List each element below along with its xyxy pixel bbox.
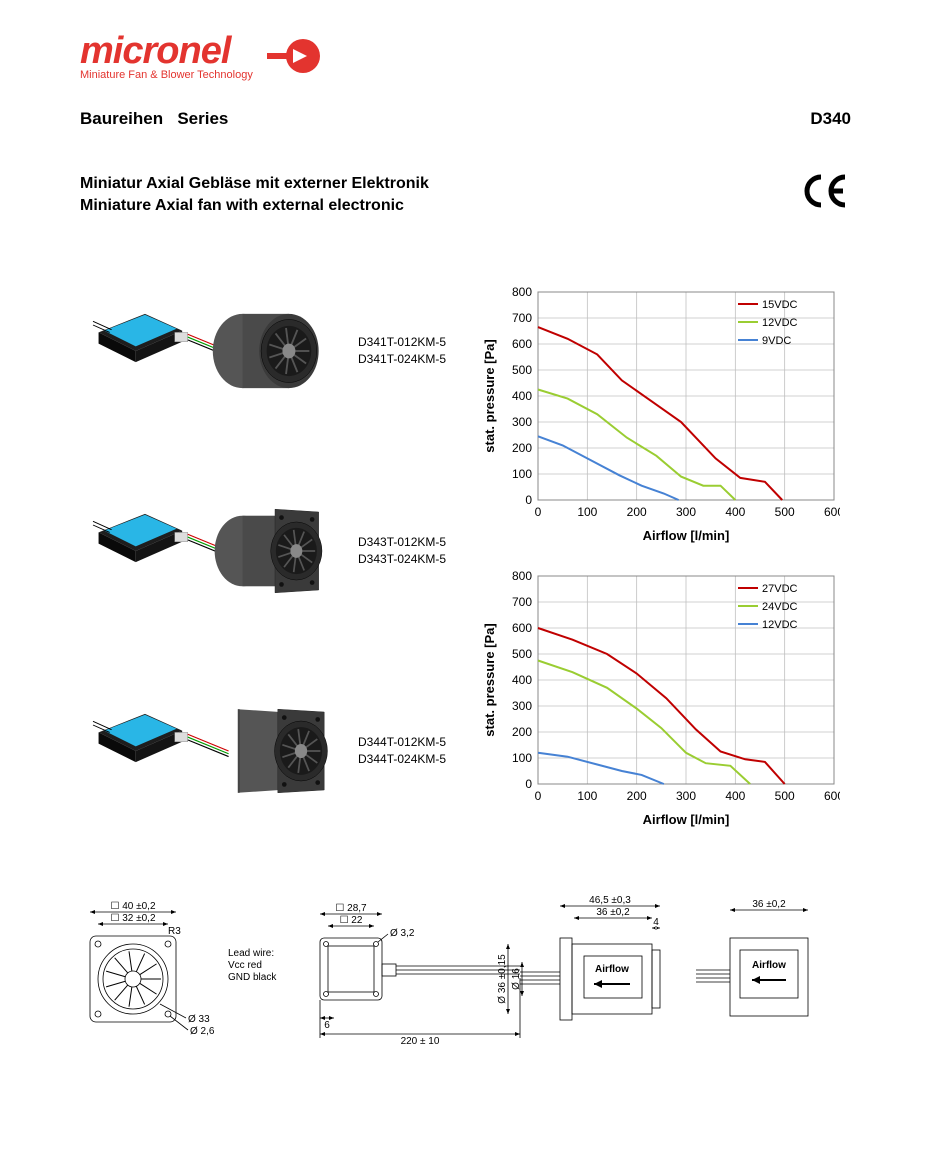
svg-text:200: 200 xyxy=(627,505,647,519)
product-column: D341T-012KM-5D341T-024KM-5 D343T-012KM-5… xyxy=(80,286,460,886)
svg-text:100: 100 xyxy=(512,467,532,481)
model-number: D340 xyxy=(810,109,851,129)
series-de: Baureihen xyxy=(80,109,163,128)
svg-text:Ø 16: Ø 16 xyxy=(511,968,522,990)
tech-drawings: ☐ 40 ±0,2 ☐ 32 ±0,2 R3 Ø 33 Ø 2,6 Lead w… xyxy=(80,896,851,1076)
svg-text:☐ 40 ±0,2: ☐ 40 ±0,2 xyxy=(110,901,155,912)
logo-mark-icon xyxy=(265,35,321,77)
svg-text:700: 700 xyxy=(512,595,532,609)
svg-text:400: 400 xyxy=(725,505,745,519)
product-label: D341T-012KM-5 xyxy=(358,334,446,351)
svg-text:600: 600 xyxy=(512,337,532,351)
svg-text:100: 100 xyxy=(577,505,597,519)
svg-text:0: 0 xyxy=(525,777,532,791)
series-en: Series xyxy=(177,109,228,128)
svg-text:Airflow [l/min]: Airflow [l/min] xyxy=(643,812,730,827)
svg-text:R3: R3 xyxy=(168,926,181,937)
product-label: D344T-012KM-5 xyxy=(358,734,446,751)
svg-text:0: 0 xyxy=(535,789,542,803)
svg-text:Airflow [l/min]: Airflow [l/min] xyxy=(643,528,730,543)
svg-text:100: 100 xyxy=(512,751,532,765)
subtitle: Miniatur Axial Gebläse mit externer Elek… xyxy=(80,173,429,216)
svg-text:0: 0 xyxy=(525,493,532,507)
svg-text:500: 500 xyxy=(775,505,795,519)
subtitle-en: Miniature Axial fan with external electr… xyxy=(80,195,429,217)
ce-mark-icon xyxy=(801,173,851,209)
svg-text:300: 300 xyxy=(512,415,532,429)
product-label: D344T-024KM-5 xyxy=(358,751,446,768)
product-label: D343T-024KM-5 xyxy=(358,551,446,568)
svg-text:500: 500 xyxy=(512,363,532,377)
chart-column: 0 100 200 300 400 500 600 0 100 200 300 400 500 600 70… xyxy=(480,286,851,886)
svg-text:600: 600 xyxy=(824,505,840,519)
svg-text:Airflow: Airflow xyxy=(752,960,786,971)
product-2: D343T-012KM-5D343T-024KM-5 xyxy=(80,486,460,616)
svg-text:200: 200 xyxy=(627,789,647,803)
svg-text:200: 200 xyxy=(512,725,532,739)
svg-text:GND black: GND black xyxy=(228,972,277,983)
brand-block: micronel Miniature Fan & Blower Technolo… xyxy=(80,30,253,81)
svg-text:220 ± 10: 220 ± 10 xyxy=(401,1036,440,1047)
svg-text:500: 500 xyxy=(775,789,795,803)
product-label: D343T-012KM-5 xyxy=(358,534,446,551)
svg-text:36 ±0,2: 36 ±0,2 xyxy=(596,907,630,918)
product-labels: D341T-012KM-5D341T-024KM-5 xyxy=(358,334,446,368)
subtitle-de: Miniatur Axial Gebläse mit externer Elek… xyxy=(80,173,429,195)
svg-text:800: 800 xyxy=(512,286,532,299)
svg-text:9VDC: 9VDC xyxy=(762,335,791,347)
svg-text:Ø 36 ±0,15: Ø 36 ±0,15 xyxy=(497,954,508,1004)
svg-text:600: 600 xyxy=(512,621,532,635)
svg-text:☐ 32 ±0,2: ☐ 32 ±0,2 xyxy=(110,913,155,924)
svg-text:700: 700 xyxy=(512,311,532,325)
product-3: D344T-012KM-5D344T-024KM-5 xyxy=(80,686,460,816)
svg-text:200: 200 xyxy=(512,441,532,455)
svg-text:24VDC: 24VDC xyxy=(762,601,798,613)
series-label: Baureihen Series xyxy=(80,109,228,129)
svg-text:400: 400 xyxy=(512,673,532,687)
svg-text:☐ 22: ☐ 22 xyxy=(340,915,363,926)
svg-text:100: 100 xyxy=(577,789,597,803)
product-label: D341T-024KM-5 xyxy=(358,351,446,368)
tech-svg: ☐ 40 ±0,2 ☐ 32 ±0,2 R3 Ø 33 Ø 2,6 Lead w… xyxy=(80,896,851,1076)
svg-text:800: 800 xyxy=(512,570,532,583)
svg-text:27VDC: 27VDC xyxy=(762,583,798,595)
brand-tagline: Miniature Fan & Blower Technology xyxy=(80,69,253,81)
svg-text:46,5 ±0,3: 46,5 ±0,3 xyxy=(589,896,631,906)
svg-text:600: 600 xyxy=(824,789,840,803)
chart-2: 0 100 200 300 400 500 600 0 100 200 300 400 500 600 70… xyxy=(480,570,851,830)
product-1: D341T-012KM-5D341T-024KM-5 xyxy=(80,286,460,416)
svg-text:12VDC: 12VDC xyxy=(762,317,798,329)
svg-text:36 ±0,2: 36 ±0,2 xyxy=(752,899,786,910)
svg-text:300: 300 xyxy=(512,699,532,713)
svg-text:15VDC: 15VDC xyxy=(762,299,798,311)
subtitle-row: Miniatur Axial Gebläse mit externer Elek… xyxy=(80,173,851,216)
svg-text:6: 6 xyxy=(324,1020,330,1031)
svg-text:400: 400 xyxy=(512,389,532,403)
svg-text:0: 0 xyxy=(535,505,542,519)
series-header: Baureihen Series D340 xyxy=(80,109,851,129)
product-labels: D343T-012KM-5D343T-024KM-5 xyxy=(358,534,446,568)
chart-1: 0 100 200 300 400 500 600 0 100 200 300 400 500 600 70… xyxy=(480,286,851,546)
body: D341T-012KM-5D341T-024KM-5 D343T-012KM-5… xyxy=(80,286,851,886)
datasheet-page: micronel Miniature Fan & Blower Technolo… xyxy=(0,0,931,1096)
svg-text:stat. pressure [Pa]: stat. pressure [Pa] xyxy=(482,339,497,452)
svg-text:Lead wire:: Lead wire: xyxy=(228,948,274,959)
product-labels: D344T-012KM-5D344T-024KM-5 xyxy=(358,734,446,768)
logo: micronel Miniature Fan & Blower Technolo… xyxy=(80,30,851,81)
svg-text:stat. pressure [Pa]: stat. pressure [Pa] xyxy=(482,623,497,736)
svg-text:Ø 33: Ø 33 xyxy=(188,1014,210,1025)
svg-text:Ø 3,2: Ø 3,2 xyxy=(390,928,415,939)
svg-text:300: 300 xyxy=(676,789,696,803)
svg-text:500: 500 xyxy=(512,647,532,661)
svg-text:☐ 28,7: ☐ 28,7 xyxy=(335,903,367,914)
svg-text:Vcc red: Vcc red xyxy=(228,960,262,971)
brand-name: micronel xyxy=(80,30,253,73)
svg-text:300: 300 xyxy=(676,505,696,519)
svg-text:Airflow: Airflow xyxy=(595,964,629,975)
svg-text:400: 400 xyxy=(725,789,745,803)
svg-text:4: 4 xyxy=(653,917,659,928)
svg-text:12VDC: 12VDC xyxy=(762,619,798,631)
svg-text:Ø 2,6: Ø 2,6 xyxy=(190,1026,215,1037)
